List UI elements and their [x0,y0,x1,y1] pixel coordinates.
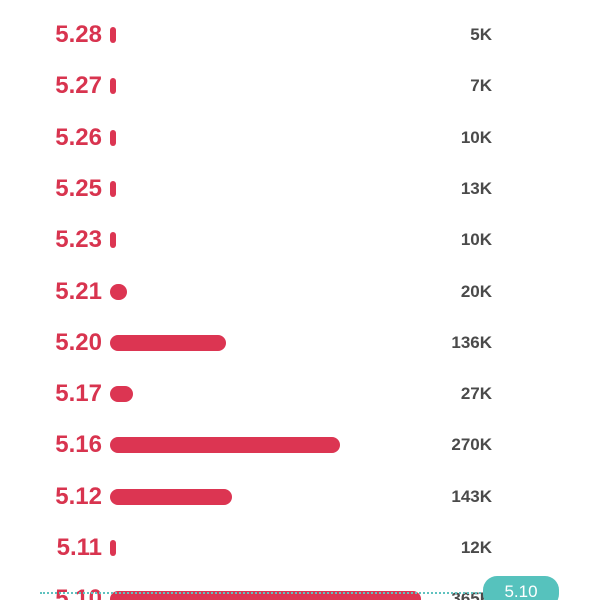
price-label: 5.20 [55,328,102,356]
volume-bar [110,78,116,95]
volume-label: 13K [460,178,492,198]
volume-bar [110,437,340,454]
volume-label: 143K [451,486,492,506]
volume-label: 27K [460,384,492,404]
price-label: 5.25 [55,174,102,202]
price-label: 5.28 [55,21,102,48]
current-price-line [40,592,540,594]
volume-bar [110,129,116,146]
volume-bar [110,540,116,556]
price-label: 5.10 [55,585,102,600]
price-label: 5.16 [55,431,102,459]
volume-label: 10K [460,127,492,147]
price-label: 5.27 [55,72,102,100]
price-label: 5.11 [56,534,102,561]
volume-bar [110,283,127,300]
volume-label: 20K [460,281,492,301]
volume-bar [110,232,116,249]
price-row: 5.26 10K [0,118,600,158]
volume-bar [110,488,232,505]
price-row: 5.25 13K [0,169,600,209]
volume-label: 10K [460,230,492,250]
price-row: 5.28 5K [0,15,600,55]
price-label: 5.21 [55,277,102,305]
volume-label: 5K [470,25,492,44]
volume-label: 136K [451,332,492,352]
volume-label: 270K [451,435,492,455]
price-label: 5.23 [55,226,102,254]
price-label: 5.17 [55,380,102,408]
volume-bar [110,27,116,43]
current-price-badge[interactable]: 5.10 [483,576,559,600]
price-row: 5.16 270K [0,425,600,465]
volume-bar [110,180,116,197]
price-row: 5.23 10K [0,220,600,260]
price-label: 5.26 [55,123,102,151]
price-row: 5.17 27K [0,374,600,414]
volume-bar [110,386,133,403]
volume-label: 365K [451,589,492,600]
price-label: 5.12 [55,482,102,510]
price-row: 5.12 143K [0,477,600,517]
price-row: 5.20 136K [0,323,600,363]
volume-bar [110,334,226,351]
volume-bar [110,591,421,600]
volume-label: 12K [460,538,492,557]
volume-label: 7K [470,76,492,96]
price-row: 5.27 7K [0,66,600,106]
price-row: 5.21 20K [0,272,600,312]
price-row: 5.11 12K [0,528,600,568]
